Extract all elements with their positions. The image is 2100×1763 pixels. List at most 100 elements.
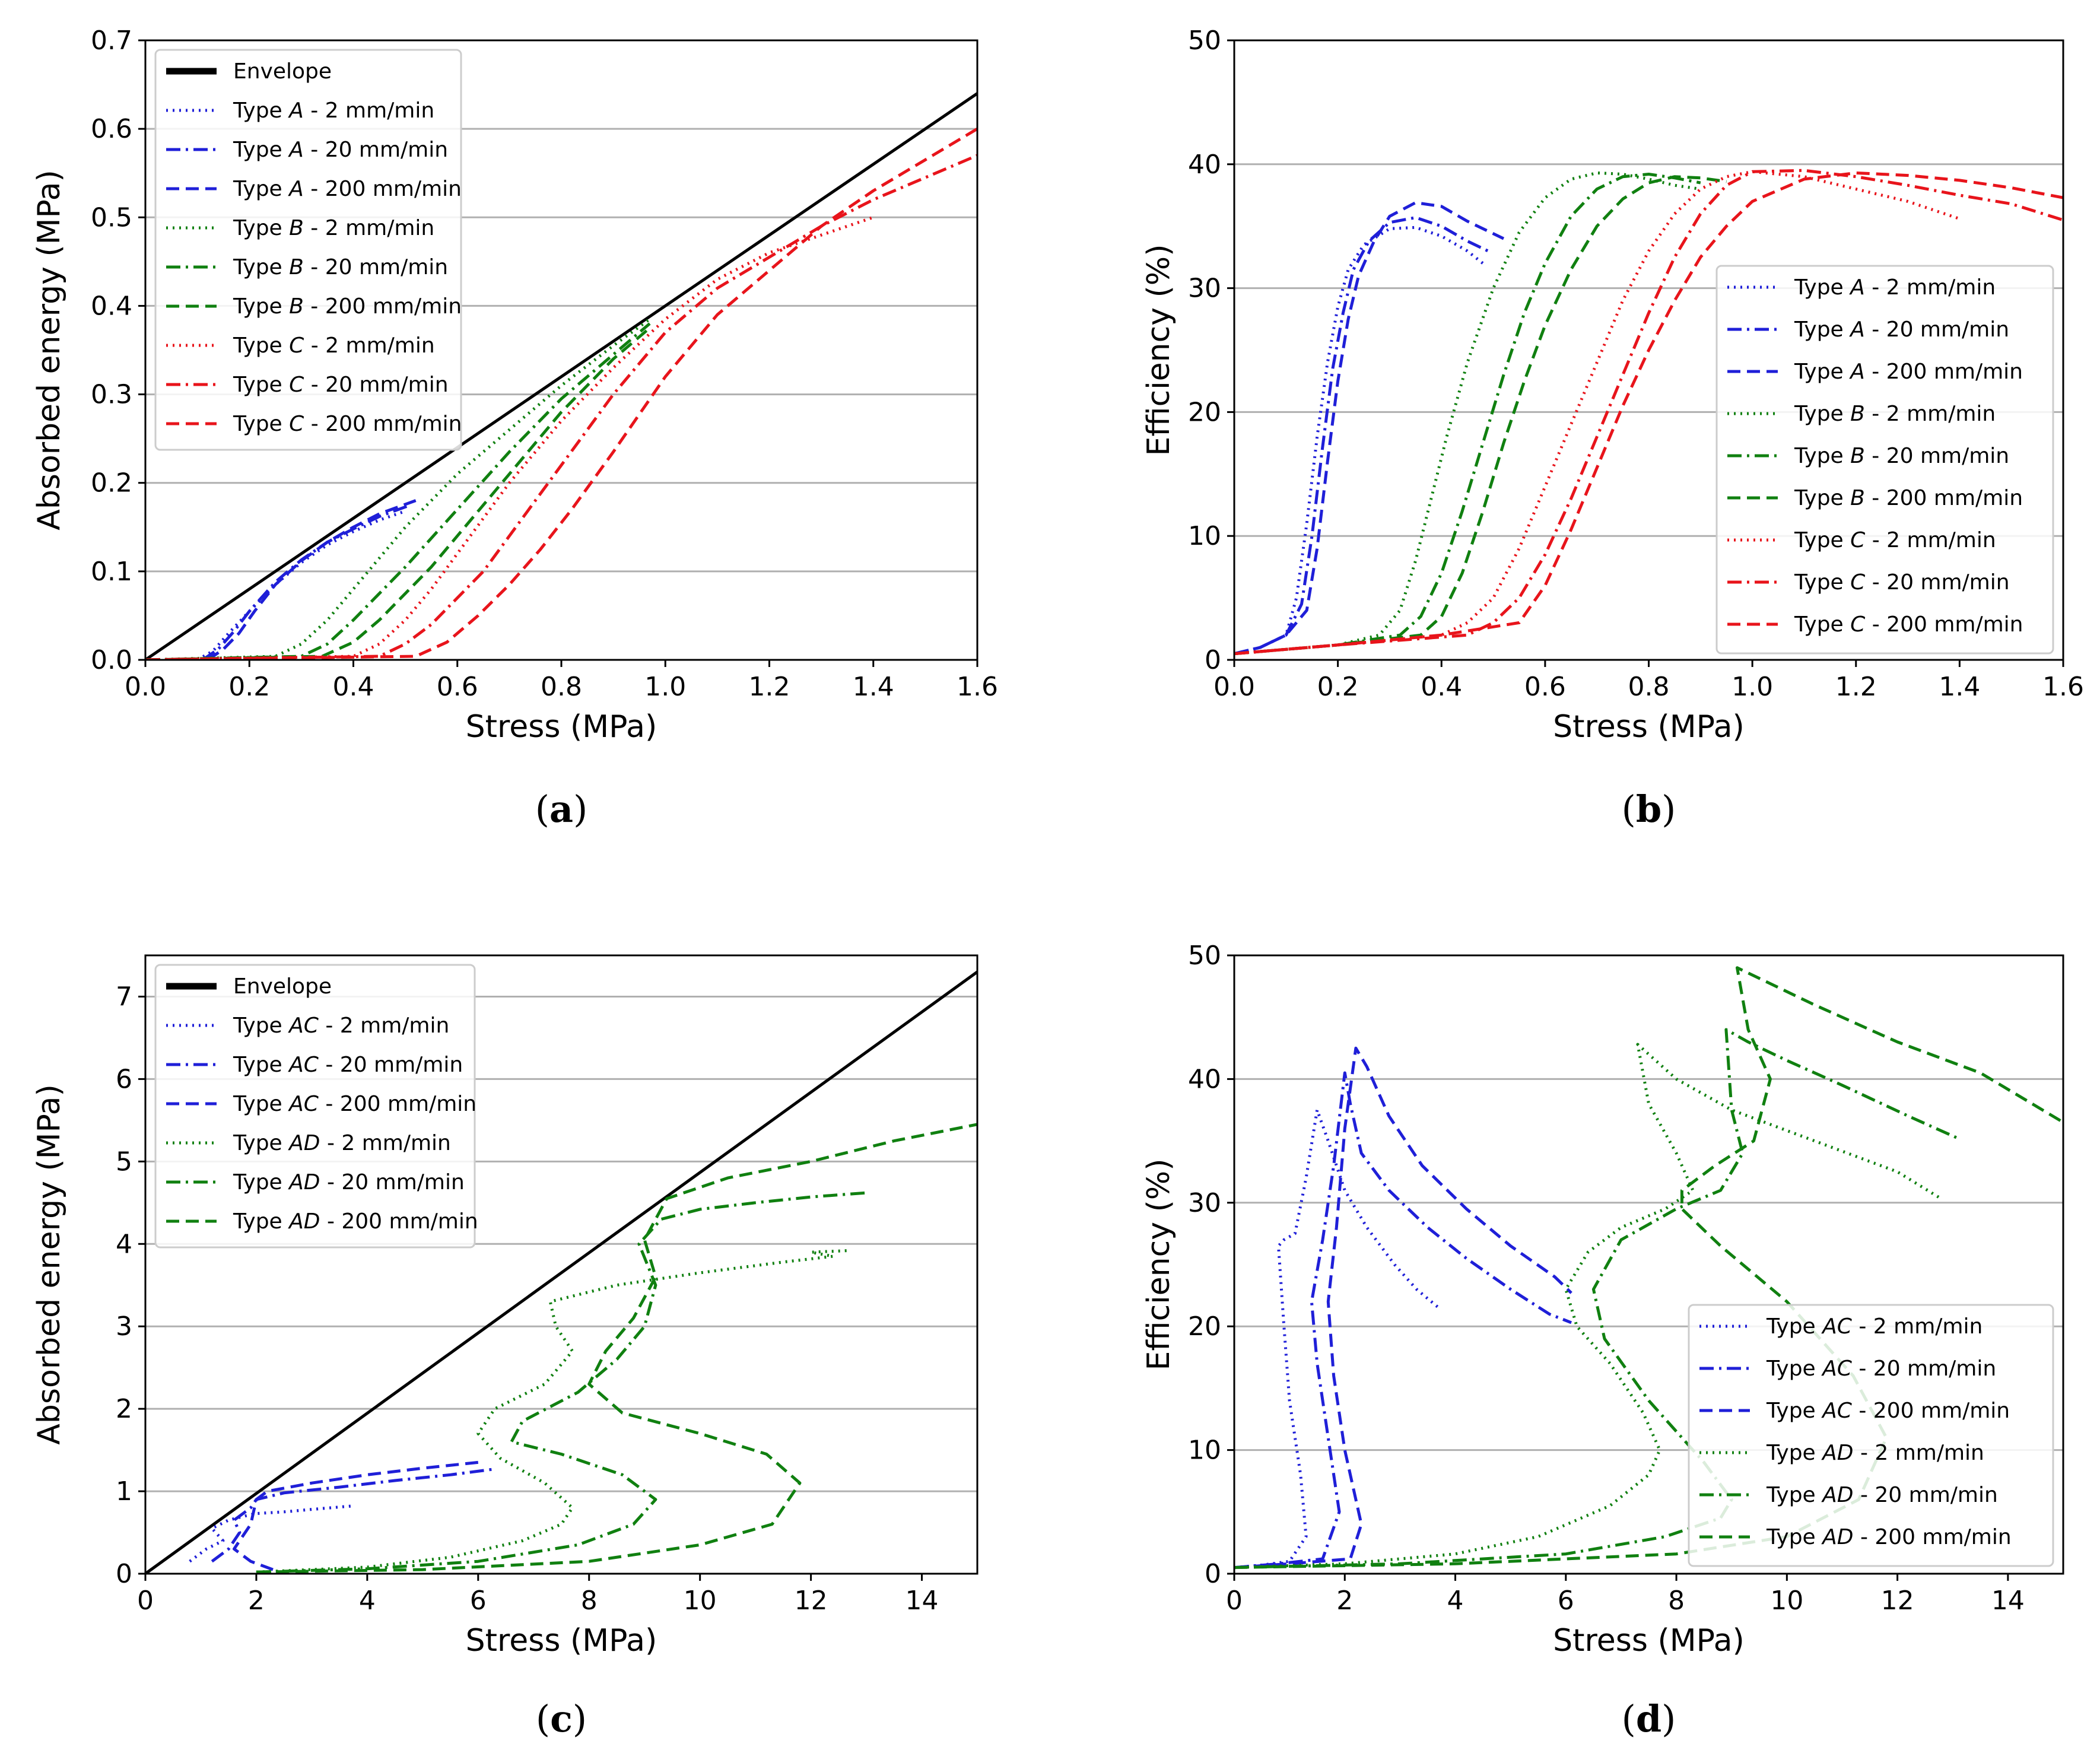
legend-label: Type AC - 20 mm/min [233,1053,463,1077]
legend-label: Type A - 2 mm/min [1794,275,1996,300]
y-tick-label: 0 [1205,645,1221,675]
x-tick-label: 12 [1881,1586,1914,1616]
x-tick-label: 0.4 [333,672,374,702]
legend-label: Type AD - 2 mm/min [233,1131,451,1155]
x-axis-label: Stress (MPa) [466,1623,657,1659]
legend-label: Type AD - 200 mm/min [233,1209,478,1234]
y-tick-label: 4 [116,1229,132,1259]
legend-label: Type B - 2 mm/min [1794,402,1996,426]
legend-box [1688,1304,2054,1567]
legend-label: Type AD - 2 mm/min [1766,1441,1984,1465]
legend-label: Type C - 2 mm/min [233,333,435,358]
legend-label: Type AC - 2 mm/min [233,1014,449,1038]
legend-label: Type B - 20 mm/min [233,255,448,279]
series-line-type-b-2-mm-min [1234,171,1701,656]
x-tick-label: 8 [581,1586,598,1616]
legend: Type A - 2 mm/min Type A - 20 mm/min Type … [1715,265,2054,655]
legend-box [154,49,462,451]
x-tick-label: 8 [1668,1586,1685,1616]
x-tick-label: 12 [795,1586,828,1616]
series-line-type-c-200-mm-min [145,127,977,660]
x-tick-label: 14 [1991,1586,2025,1616]
legend: Envelope Type AC - 2 mm/min Type AC - 20 m… [154,964,478,1249]
x-axis-label: Stress (MPa) [1553,709,1745,745]
y-tick-label: 7 [116,981,132,1012]
legend-label: Type C - 200 mm/min [233,412,462,436]
legend-label: Type C - 20 mm/min [1794,570,2010,595]
y-tick-label: 20 [1188,397,1221,427]
chart-panel-d: 0 2 4 6 8 10 12 14 0 10 20 30 40 50 Stress (MPa) Effici… [1141,941,2064,1740]
series-line-type-ac-2-mm-min [1234,1108,1440,1570]
legend-label: Type AD - 20 mm/min [233,1170,465,1195]
legend-label: Type C - 20 mm/min [233,373,449,397]
x-tick-label: 0.2 [1317,672,1359,702]
series-line-type-a-200-mm-min [206,499,417,660]
series-line-type-c-20-mm-min [1234,169,2063,656]
legend-label: Type AC - 20 mm/min [1766,1357,1996,1381]
y-tick-label: 6 [116,1064,132,1094]
series-line-type-a-200-mm-min [1234,201,1505,656]
series-line-type-b-20-mm-min [1234,173,1701,656]
axes-frame [144,954,978,1575]
y-tick-label: 1 [116,1476,132,1507]
series-line-type-ad-200-mm-min [1234,966,2063,1570]
x-tick-label: 0.2 [228,672,270,702]
y-tick-label: 20 [1188,1311,1221,1342]
series-line-type-ad-20-mm-min [256,1191,867,1574]
legend-label: Type B - 2 mm/min [233,216,434,240]
x-tick-label: 0 [1226,1586,1243,1616]
x-tick-label: 0.0 [1213,672,1255,702]
subfigure-caption: (b) [1622,787,1676,831]
legend-label: Envelope [233,974,332,999]
series-line-envelope [145,92,977,660]
x-tick-label: 0 [137,1586,154,1616]
x-tick-label: 10 [684,1586,717,1616]
subfigure-caption: (d) [1622,1697,1676,1740]
axes-frame [1233,954,2064,1575]
y-tick-label: 30 [1188,1188,1221,1218]
y-tick-label: 2 [116,1394,132,1424]
y-tick-label: 50 [1188,26,1221,56]
x-tick-label: 0.4 [1421,672,1462,702]
series-line-type-ac-2-mm-min [189,1504,351,1563]
series-line-type-b-200-mm-min [1234,175,1727,656]
y-tick-label: 30 [1188,274,1221,304]
subfigure-caption: (a) [535,787,588,831]
x-axis-label: Stress (MPa) [466,709,657,745]
legend-label: Type AC - 2 mm/min [1766,1314,1983,1339]
y-axis-label: Absorbed energy (MPa) [31,1084,67,1444]
legend: Envelope Type A - 2 mm/min Type A - 20 mm/… [154,49,462,451]
series-line-type-b-200-mm-min [145,326,651,660]
series-line-type-c-2-mm-min [145,215,874,660]
legend-label: Type AC - 200 mm/min [1766,1399,2010,1423]
y-tick-label: 10 [1188,521,1221,551]
series-line-type-a-20-mm-min [201,503,411,660]
x-tick-label: 4 [359,1586,376,1616]
x-tick-label: 1.0 [644,672,686,702]
x-tick-label: 1.2 [1835,672,1877,702]
series-line-type-b-20-mm-min [145,322,651,660]
series-line-type-ac-200-mm-min [1234,1046,1572,1570]
y-axis-label: Efficiency (%) [1141,244,1177,456]
legend-label: Type A - 200 mm/min [1794,360,2023,384]
legend-label: Type AD - 20 mm/min [1766,1483,1998,1507]
chart-panel-a: 0.0 0.2 0.4 0.6 0.8 1.0 1.2 1.4 1.6 0.0 0.1 0.2 0.3 0… [31,26,998,831]
subfigure-caption: (c) [536,1697,587,1740]
y-tick-label: 5 [116,1146,132,1177]
legend-label: Type A - 20 mm/min [1794,317,2009,342]
y-tick-label: 0.0 [91,645,132,675]
x-tick-label: 10 [1770,1586,1803,1616]
y-tick-label: 0.1 [91,557,132,587]
legend-label: Type AC - 200 mm/min [233,1092,476,1116]
legend-box [1715,265,2054,655]
x-tick-label: 0.6 [437,672,478,702]
x-axis-label: Stress (MPa) [1553,1623,1745,1659]
legend-label: Type A - 20 mm/min [233,138,448,162]
x-tick-label: 0.8 [1628,672,1670,702]
x-tick-label: 2 [248,1586,265,1616]
series-line-type-ac-200-mm-min [233,1460,479,1571]
legend-label: Type A - 2 mm/min [233,99,434,123]
series-line-type-a-2-mm-min [1234,225,1484,656]
